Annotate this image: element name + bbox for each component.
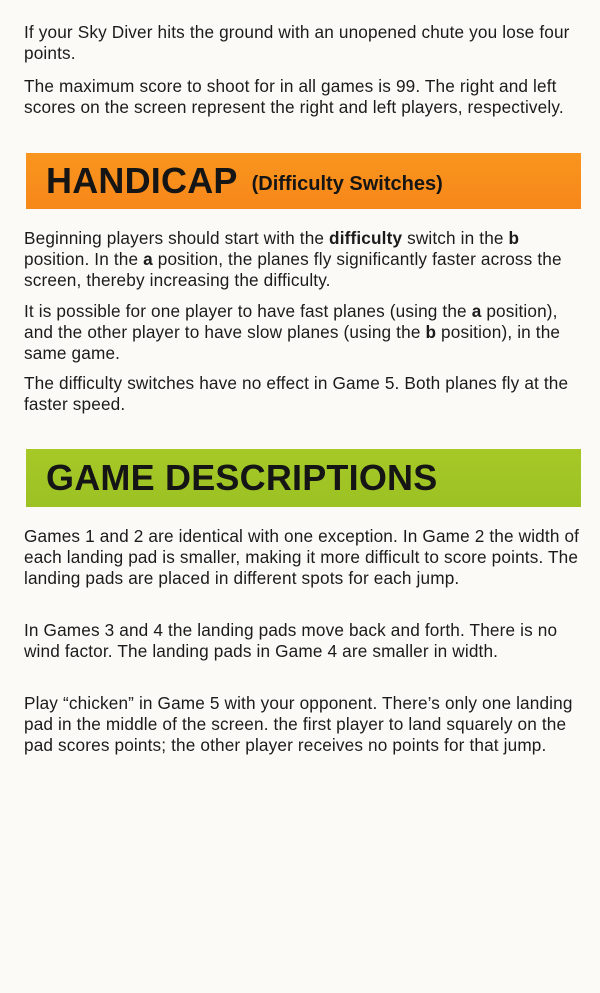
- bold-run: a: [143, 249, 153, 269]
- text-run: switch in the: [402, 228, 509, 248]
- text-run: It is possible for one player to have fa…: [24, 301, 472, 321]
- bold-run: difficulty: [329, 228, 403, 248]
- game-descriptions-banner: GAME DESCRIPTIONS: [26, 449, 581, 507]
- text-run: position), in the same game.: [24, 322, 561, 363]
- handicap-banner: HANDICAP (Difficulty Switches): [26, 153, 581, 209]
- handicap-paragraph-game5: The difficulty switches have no effect i…: [24, 373, 569, 414]
- text-run: position), and the other player to have …: [24, 301, 558, 342]
- handicap-subheading: (Difficulty Switches): [251, 172, 443, 195]
- text-run: position. In the: [24, 249, 144, 269]
- game-descriptions-heading: GAME DESCRIPTIONS: [46, 457, 438, 498]
- bold-run: b: [425, 322, 437, 342]
- handicap-heading: HANDICAP: [46, 160, 238, 201]
- text-run: position, the planes fly significantly f…: [24, 249, 562, 290]
- handicap-paragraph-beginners: Beginning players should start with the …: [24, 228, 584, 291]
- game-5-chicken-paragraph: Play “chicken” in Game 5 with your oppon…: [24, 693, 573, 755]
- text-run: Beginning players should start with the: [24, 228, 330, 248]
- games-3-4-paragraph: In Games 3 and 4 the landing pads move b…: [24, 620, 558, 661]
- bold-run: a: [471, 301, 482, 321]
- handicap-paragraph-fast-slow: It is possible for one player to have fa…: [24, 301, 584, 364]
- intro-paragraph-max-score: The maximum score to shoot for in all ga…: [24, 76, 564, 117]
- bold-run: b: [508, 228, 520, 248]
- games-1-2-paragraph: Games 1 and 2 are identical with one exc…: [24, 526, 580, 588]
- intro-paragraph-unopened-chute: If your Sky Diver hits the ground with a…: [24, 22, 570, 63]
